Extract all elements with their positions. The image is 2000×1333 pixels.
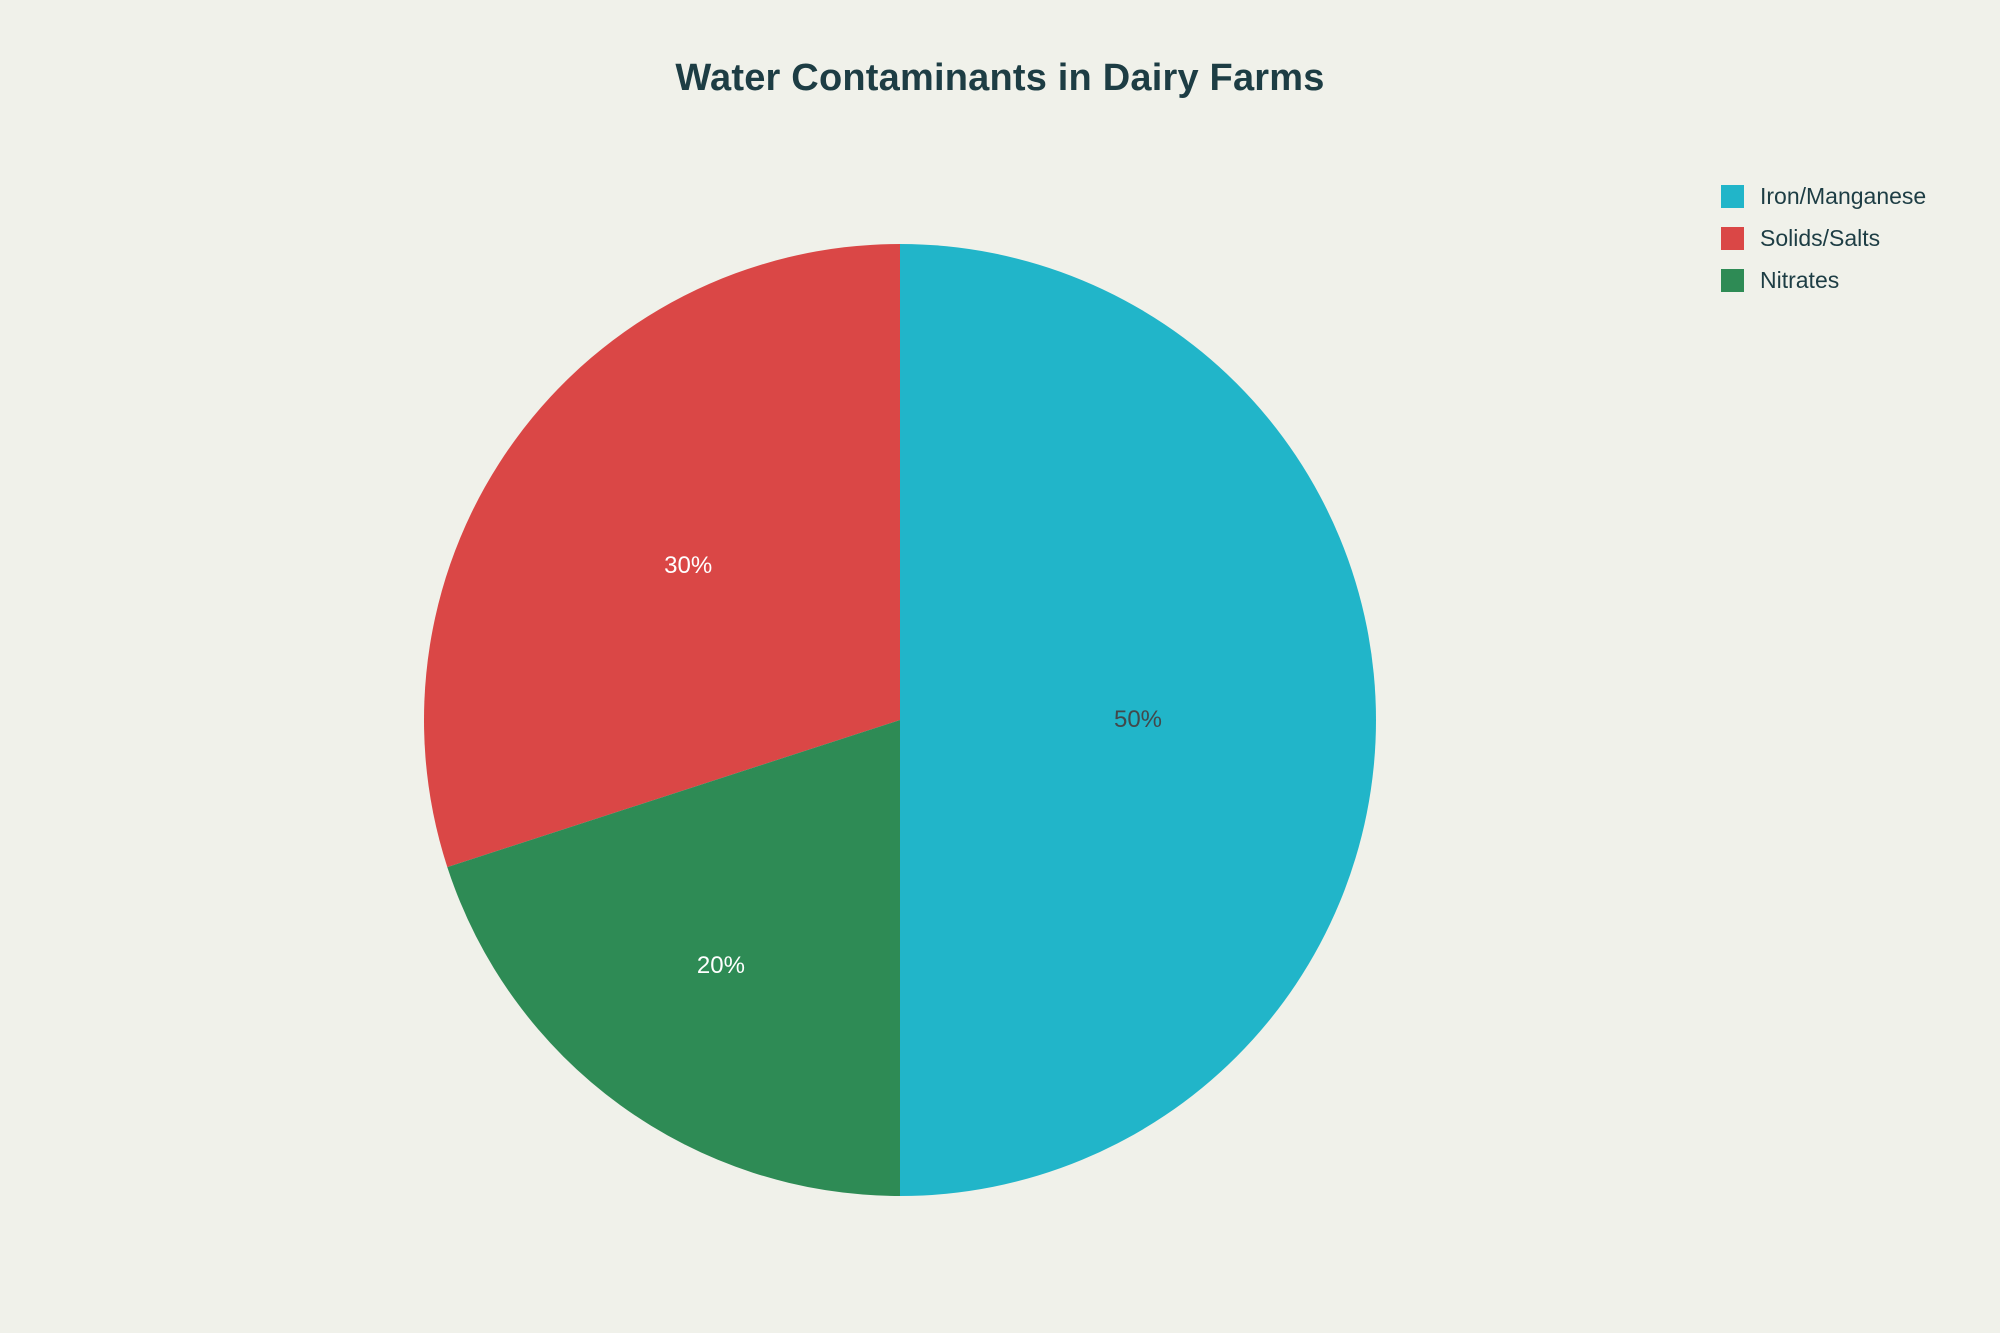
pie-svg: [424, 244, 1376, 1196]
legend: Iron/Manganese Solids/Salts Nitrates: [1721, 183, 1926, 294]
legend-swatch-nitrates: [1721, 269, 1744, 292]
chart-title: Water Contaminants in Dairy Farms: [675, 57, 1325, 99]
legend-item-nitrates[interactable]: Nitrates: [1721, 267, 1926, 294]
legend-item-label: Nitrates: [1760, 267, 1840, 293]
legend-item-label: Solids/Salts: [1760, 225, 1881, 251]
pie-slice-nitrates[interactable]: [447, 720, 900, 1196]
pie-slice-solids-salts[interactable]: [424, 244, 900, 868]
legend-swatch-solids-salts: [1721, 227, 1744, 250]
legend-item-iron-manganese[interactable]: Iron/Manganese: [1721, 183, 1926, 210]
legend-item-label: Iron/Manganese: [1760, 183, 1927, 209]
legend-swatch-iron-manganese: [1721, 185, 1744, 208]
legend-item-solids-salts[interactable]: Solids/Salts: [1721, 225, 1926, 252]
pie-chart: 50% 30% 20%: [424, 244, 1376, 1196]
pie-slice-iron-manganese[interactable]: [900, 244, 1376, 1196]
